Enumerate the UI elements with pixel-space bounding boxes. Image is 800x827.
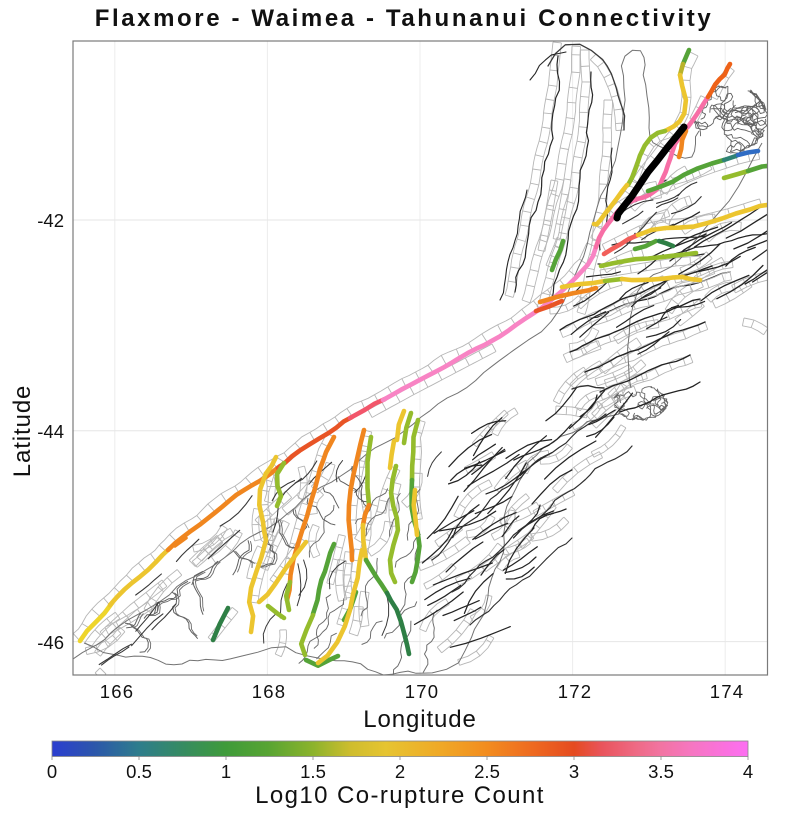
svg-text:-46: -46 xyxy=(37,632,64,653)
svg-text:-42: -42 xyxy=(37,210,64,231)
svg-text:166: 166 xyxy=(100,681,134,702)
svg-text:4: 4 xyxy=(743,761,753,782)
svg-text:172: 172 xyxy=(558,681,592,702)
svg-text:1: 1 xyxy=(221,761,231,782)
svg-text:Flaxmore - Waimea - Tahunanui: Flaxmore - Waimea - Tahunanui Connectivi… xyxy=(95,5,714,32)
svg-text:3.5: 3.5 xyxy=(648,761,674,782)
svg-text:Latitude: Latitude xyxy=(9,385,36,478)
svg-text:-44: -44 xyxy=(37,421,64,442)
svg-text:0.5: 0.5 xyxy=(126,761,152,782)
svg-text:174: 174 xyxy=(710,681,744,702)
svg-text:170: 170 xyxy=(405,681,439,702)
svg-text:Longitude: Longitude xyxy=(363,706,477,733)
svg-text:3: 3 xyxy=(569,761,579,782)
svg-text:168: 168 xyxy=(252,681,286,702)
svg-text:Log10 Co-rupture Count: Log10 Co-rupture Count xyxy=(255,782,545,809)
svg-text:2: 2 xyxy=(395,761,405,782)
svg-text:2.5: 2.5 xyxy=(474,761,500,782)
svg-text:0: 0 xyxy=(47,761,57,782)
svg-text:1.5: 1.5 xyxy=(300,761,326,782)
